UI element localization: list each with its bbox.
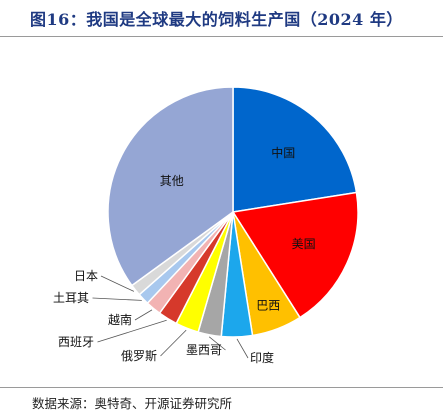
slice-label-10: 其他 — [160, 174, 184, 188]
slice-label-1: 美国 — [292, 237, 316, 251]
pie-slice-0 — [232, 86, 358, 213]
pie-slice-1 — [231, 191, 359, 319]
slice-label-2: 巴西 — [256, 299, 280, 313]
leader-line-4 — [208, 336, 226, 351]
leader-line-6 — [97, 319, 167, 343]
slice-label-7: 越南 — [108, 312, 132, 327]
title-bar: 图16：我国是全球最大的饲料生产国（2024 年） — [0, 0, 443, 37]
pie-slice-10 — [107, 86, 234, 287]
leader-line-7 — [134, 309, 153, 321]
slice-label-0: 中国 — [271, 145, 295, 160]
leader-line-5 — [160, 329, 187, 357]
slice-label-4: 墨西哥 — [186, 343, 222, 357]
slice-label-6: 西班牙 — [58, 335, 94, 349]
slice-label-3: 印度 — [250, 350, 274, 365]
leader-line-9 — [100, 275, 135, 292]
source-note: 数据来源：奥特奇、开源证券研究所 — [32, 396, 233, 411]
chart-title: 图16：我国是全球最大的饲料生产国（2024 年） — [30, 10, 403, 29]
leader-line-8 — [92, 297, 142, 301]
slice-label-5: 俄罗斯 — [121, 349, 157, 363]
slice-label-8: 土耳其 — [53, 291, 89, 305]
slice-label-9: 日本 — [74, 269, 98, 283]
footer-divider — [0, 387, 443, 388]
leader-line-3 — [236, 338, 249, 359]
